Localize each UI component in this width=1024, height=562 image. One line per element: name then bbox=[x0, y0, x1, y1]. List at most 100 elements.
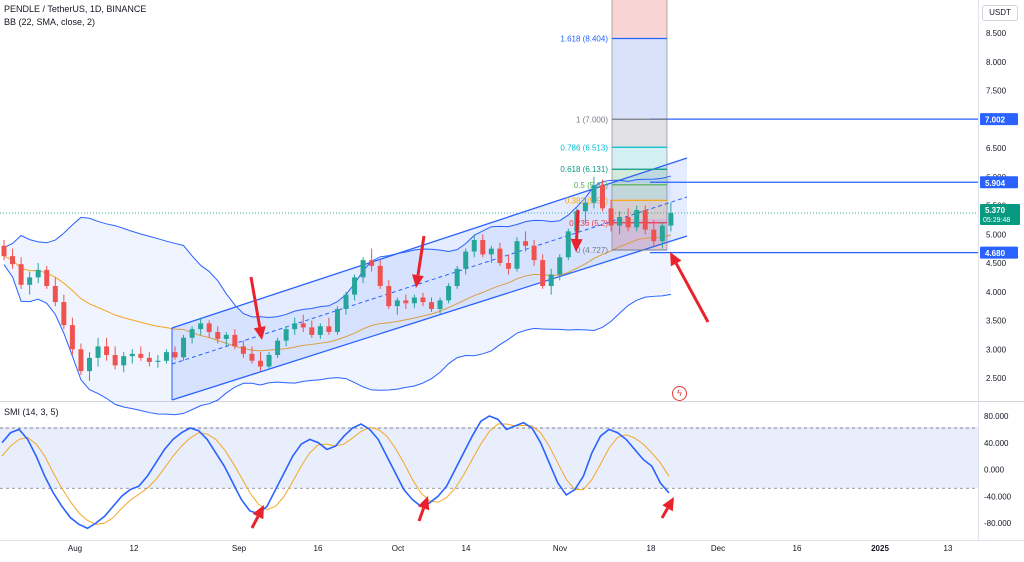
candle[interactable] bbox=[275, 340, 281, 355]
channel-median-line[interactable] bbox=[171, 196, 688, 365]
candle[interactable] bbox=[429, 302, 434, 309]
currency-label: USDT bbox=[989, 8, 1011, 17]
smi-band-fill bbox=[0, 427, 978, 488]
candle[interactable] bbox=[617, 217, 623, 226]
alert-icon[interactable]: ϟ bbox=[672, 386, 687, 401]
candle[interactable] bbox=[488, 248, 494, 255]
candle[interactable] bbox=[360, 260, 366, 278]
candle[interactable] bbox=[548, 274, 554, 287]
candle[interactable] bbox=[343, 294, 349, 309]
candle[interactable] bbox=[591, 185, 597, 203]
candle[interactable] bbox=[369, 260, 375, 266]
candle[interactable] bbox=[463, 251, 469, 269]
candle[interactable] bbox=[642, 210, 648, 230]
bb-upper-band[interactable] bbox=[3, 175, 672, 318]
candle[interactable] bbox=[112, 355, 118, 366]
candle[interactable] bbox=[326, 326, 332, 332]
candle[interactable] bbox=[582, 202, 588, 212]
candle[interactable] bbox=[600, 185, 605, 209]
last-price-tag[interactable] bbox=[980, 203, 1020, 225]
price-tag-1[interactable] bbox=[980, 176, 1018, 189]
candle[interactable] bbox=[35, 269, 41, 278]
candle[interactable] bbox=[189, 329, 195, 338]
candle[interactable] bbox=[334, 309, 340, 332]
candle[interactable] bbox=[223, 334, 229, 339]
candle[interactable] bbox=[181, 337, 187, 358]
candle[interactable] bbox=[625, 217, 631, 228]
candle[interactable] bbox=[497, 248, 503, 263]
candle[interactable] bbox=[480, 240, 486, 255]
candle[interactable] bbox=[138, 353, 144, 358]
candle[interactable] bbox=[61, 302, 67, 326]
candle[interactable] bbox=[403, 300, 409, 304]
candle[interactable] bbox=[420, 297, 426, 303]
candle[interactable] bbox=[523, 241, 529, 246]
candle[interactable] bbox=[317, 326, 323, 335]
candle[interactable] bbox=[454, 268, 460, 286]
candle[interactable] bbox=[258, 360, 263, 367]
candle[interactable] bbox=[394, 300, 400, 307]
price-tag-0[interactable] bbox=[980, 113, 1018, 126]
candle[interactable] bbox=[172, 352, 178, 358]
bb-lower-band[interactable] bbox=[3, 264, 671, 416]
candle[interactable] bbox=[608, 208, 614, 226]
currency-button[interactable]: USDT bbox=[982, 5, 1018, 21]
price-pane[interactable] bbox=[0, 0, 978, 400]
candle[interactable] bbox=[352, 277, 358, 295]
candle[interactable] bbox=[266, 355, 272, 367]
candle[interactable] bbox=[198, 323, 204, 330]
candle[interactable] bbox=[540, 260, 546, 286]
candle[interactable] bbox=[505, 263, 511, 269]
candle[interactable] bbox=[129, 353, 135, 357]
price-axis-tick: 7.500 bbox=[986, 87, 1007, 96]
smi-legend: SMI (14, 3, 5) bbox=[4, 407, 59, 417]
candle[interactable] bbox=[659, 225, 665, 242]
candle[interactable] bbox=[309, 327, 315, 335]
candle[interactable] bbox=[651, 229, 657, 242]
candle[interactable] bbox=[411, 297, 417, 304]
candle[interactable] bbox=[95, 346, 101, 358]
candle[interactable] bbox=[514, 241, 520, 269]
candle[interactable] bbox=[44, 269, 50, 286]
candle[interactable] bbox=[471, 240, 477, 252]
candle[interactable] bbox=[104, 346, 110, 355]
candle[interactable] bbox=[146, 357, 152, 362]
candle[interactable] bbox=[69, 325, 75, 350]
candle[interactable] bbox=[18, 264, 24, 285]
smi-axis-tick: 80.000 bbox=[984, 412, 1009, 421]
candle[interactable] bbox=[121, 356, 127, 366]
candle[interactable] bbox=[155, 360, 161, 362]
candle[interactable] bbox=[300, 323, 306, 328]
candle[interactable] bbox=[87, 357, 92, 372]
candle[interactable] bbox=[163, 352, 169, 361]
price-axis-tick: 2.500 bbox=[986, 374, 1007, 383]
smi-line[interactable] bbox=[1, 415, 670, 530]
candle[interactable] bbox=[634, 210, 640, 228]
candle[interactable] bbox=[249, 353, 255, 361]
candle[interactable] bbox=[292, 323, 298, 330]
candle[interactable] bbox=[531, 245, 537, 261]
arrow-smi-2-head bbox=[417, 496, 430, 511]
candle[interactable] bbox=[1, 245, 7, 257]
candle[interactable] bbox=[52, 286, 58, 303]
candle[interactable] bbox=[386, 286, 392, 307]
candle[interactable] bbox=[10, 256, 16, 265]
candle[interactable] bbox=[437, 300, 443, 309]
candle[interactable] bbox=[240, 346, 246, 354]
candle[interactable] bbox=[215, 332, 221, 339]
candle[interactable] bbox=[668, 212, 674, 226]
candle[interactable] bbox=[565, 231, 571, 258]
candle[interactable] bbox=[27, 277, 33, 285]
candle[interactable] bbox=[283, 329, 289, 341]
candle[interactable] bbox=[446, 286, 452, 301]
candle[interactable] bbox=[557, 257, 563, 275]
candle[interactable] bbox=[377, 265, 383, 286]
channel-lower-line[interactable] bbox=[171, 235, 688, 401]
candle[interactable] bbox=[78, 349, 84, 372]
candle[interactable] bbox=[232, 334, 238, 347]
candle[interactable] bbox=[206, 323, 212, 332]
arrow-up-4-shaft bbox=[674, 262, 710, 323]
price-tag-2[interactable] bbox=[980, 246, 1018, 259]
